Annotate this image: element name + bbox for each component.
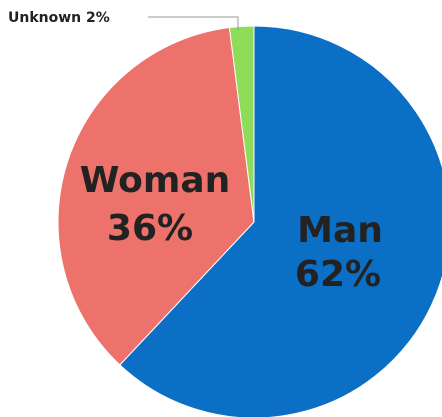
man-slice-percent: 62% [295, 254, 381, 295]
pie-slice-unknown [228, 25, 255, 223]
unknown-callout-line [148, 16, 239, 30]
woman-slice-name: Woman [80, 160, 231, 201]
pie-slice-woman [57, 26, 255, 366]
pie-slice-man [119, 25, 442, 417]
woman-slice-percent: 36% [107, 208, 193, 249]
pie-slices [57, 25, 442, 417]
unknown-slice-label: Unknown 2% [8, 10, 110, 26]
man-slice-name: Man [297, 210, 383, 251]
